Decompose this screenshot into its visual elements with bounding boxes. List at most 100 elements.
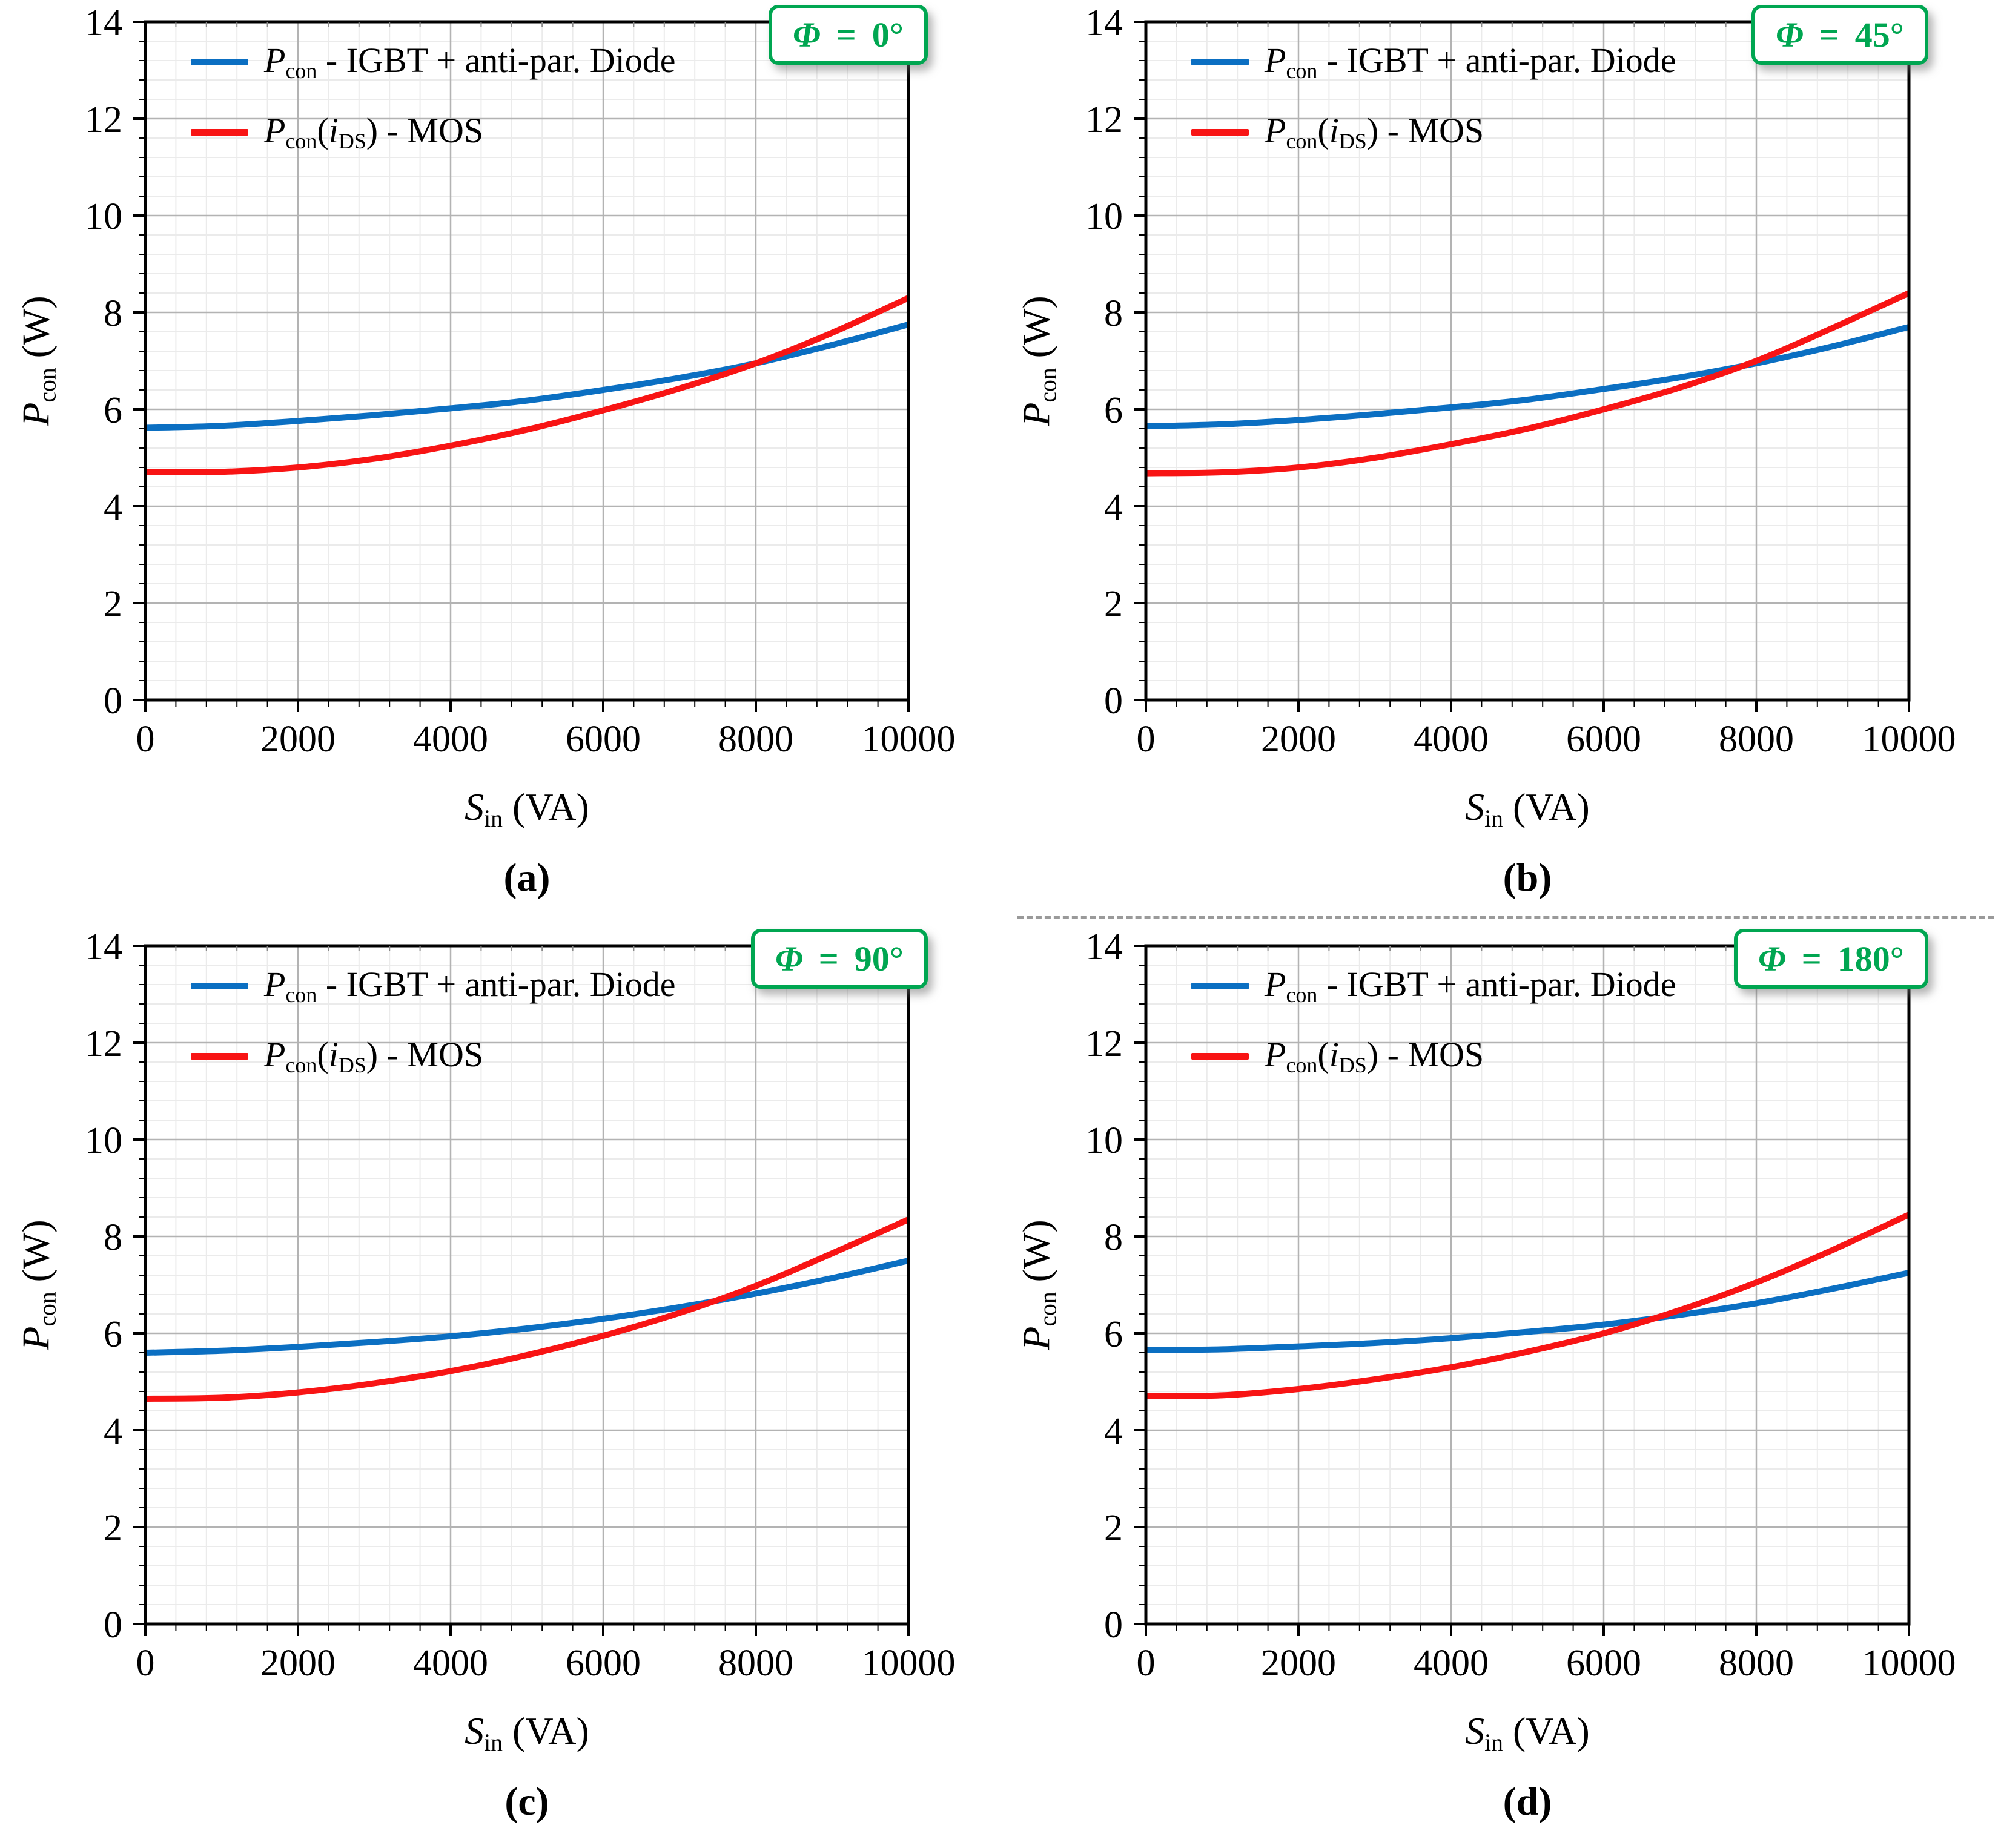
y-tick-label: 6 — [104, 390, 122, 431]
x-tick-label: 10000 — [1862, 1643, 1956, 1684]
y-axis-label: Pcon (W) — [13, 1219, 61, 1350]
y-tick-label: 14 — [85, 926, 122, 968]
label-text: P — [1014, 402, 1058, 426]
y-tick-label: 12 — [85, 1023, 122, 1064]
chart-panel-b: 0 2000 4000 6000 8000 10000 0 2 4 6 8 10 12 14 Pcon (W… — [1000, 0, 2001, 924]
panel-caption: (a) — [503, 856, 551, 900]
plot-border — [144, 944, 910, 1626]
phi-badge: Φ = 90° — [750, 929, 928, 989]
label-text: P — [14, 402, 58, 426]
plot-border — [1144, 20, 1911, 702]
minor-grid — [145, 946, 908, 1624]
legend-entry-mos: Pcon(iDS) - MOS — [1191, 110, 1676, 154]
label-text: i — [1329, 1035, 1339, 1075]
x-tick-label: 2000 — [1261, 1643, 1336, 1684]
major-grid — [145, 22, 908, 700]
mos-curve — [1146, 1212, 1909, 1399]
y-tick-label: 2 — [1104, 584, 1123, 625]
label-text: P — [264, 111, 286, 151]
subscript-text: in — [484, 1729, 503, 1757]
mos-line-swatch — [191, 1052, 248, 1060]
phi-value: 90° — [854, 939, 904, 978]
legend-entry-igbt: Pcon - IGBT + anti-par. Diode — [1191, 964, 1676, 1008]
y-tick-label: 10 — [1085, 196, 1123, 237]
label-text: - IGBT + anti-par. Diode — [1317, 965, 1676, 1004]
series-curves — [1146, 1212, 1909, 1399]
phi-badge: Φ = 0° — [768, 5, 928, 65]
label-text: P — [1265, 41, 1286, 80]
chart-plot-svg: 0 2000 4000 6000 8000 10000 0 2 4 6 8 10 12 14 — [85, 2, 956, 760]
label-text: S — [1465, 1709, 1485, 1752]
phi-badge: Φ = 45° — [1751, 5, 1928, 65]
x-tick-label: 10000 — [862, 719, 956, 760]
legend-label: Pcon(iDS) - MOS — [1265, 1034, 1484, 1078]
y-axis-label: Pcon (W) — [13, 295, 61, 426]
subscript-text: con — [34, 368, 61, 403]
equals-sign: = — [1801, 939, 1822, 978]
x-axis-label: Sin (VA) — [145, 1709, 908, 1757]
legend-label: Pcon - IGBT + anti-par. Diode — [264, 40, 676, 84]
igbt-line-swatch — [191, 982, 248, 989]
y-tick-label: 14 — [85, 2, 122, 44]
y-tick-label: 4 — [104, 1411, 122, 1452]
plot-border — [144, 20, 910, 702]
label-text: i — [328, 111, 339, 151]
x-tick-label: 2000 — [260, 719, 336, 760]
subscript-text: con — [1286, 129, 1318, 154]
chart-plot-svg: 0 2000 4000 6000 8000 10000 0 2 4 6 8 10 12 14 — [85, 926, 956, 1684]
subscript-text: in — [1484, 1729, 1504, 1757]
plot-legend: Pcon - IGBT + anti-par. Diode Pcon(iDS) -… — [191, 964, 676, 1078]
label-text: ( — [317, 1035, 329, 1075]
x-tick-label: 6000 — [1566, 1643, 1641, 1684]
label-text: (VA) — [503, 1709, 589, 1752]
chart-plot-svg: 0 2000 4000 6000 8000 10000 0 2 4 6 8 10 12 14 — [1085, 926, 1956, 1684]
axis-ticks — [133, 21, 910, 712]
major-grid — [1146, 22, 1909, 700]
y-tick-label: 2 — [104, 1508, 122, 1549]
subscript-text: con — [285, 129, 317, 154]
row-divider — [1017, 916, 1994, 919]
equals-sign: = — [818, 939, 839, 978]
x-tick-label: 10000 — [862, 1643, 956, 1684]
y-tick-label: 8 — [104, 293, 122, 334]
subscript-text: in — [1484, 805, 1504, 833]
x-tick-label: 2000 — [260, 1643, 336, 1684]
x-tick-label: 6000 — [1566, 719, 1641, 760]
major-grid — [145, 946, 908, 1624]
legend-entry-igbt: Pcon - IGBT + anti-par. Diode — [191, 964, 676, 1008]
label-text: - IGBT + anti-par. Diode — [1317, 41, 1676, 80]
x-tick-label: 8000 — [1719, 719, 1794, 760]
phi-badge: Φ = 180° — [1733, 929, 1928, 989]
subscript-text: DS — [338, 1053, 366, 1078]
phi-value: 180° — [1837, 939, 1904, 978]
legend-label: Pcon(iDS) - MOS — [264, 1034, 483, 1078]
phi-symbol: Φ — [1775, 15, 1804, 54]
label-text: ( — [317, 111, 329, 151]
label-text: P — [264, 41, 286, 80]
y-tick-label: 2 — [1104, 1508, 1123, 1549]
x-tick-label: 2000 — [1261, 719, 1336, 760]
mos-line-swatch — [1191, 1052, 1249, 1060]
y-tick-label: 12 — [1085, 1023, 1123, 1064]
subscript-text: con — [1286, 59, 1318, 84]
chart-panel-a: 0 2000 4000 6000 8000 10000 0 2 4 6 8 10 12 14 Pcon (W… — [0, 0, 1000, 924]
x-tick-label: 0 — [136, 719, 155, 760]
legend-entry-mos: Pcon(iDS) - MOS — [1191, 1034, 1676, 1078]
subscript-text: DS — [1338, 1053, 1367, 1078]
label-text: (W) — [14, 1219, 58, 1292]
y-tick-label: 6 — [1104, 1314, 1123, 1355]
y-tick-label: 4 — [104, 487, 122, 528]
label-text: (VA) — [503, 785, 589, 828]
x-tick-label: 0 — [1137, 1643, 1156, 1684]
y-tick-label: 10 — [85, 1120, 122, 1161]
major-grid — [1146, 946, 1909, 1624]
label-text: ) - MOS — [366, 1035, 484, 1075]
y-tick-label: 2 — [104, 584, 122, 625]
series-curves — [1146, 290, 1909, 477]
y-tick-label: 8 — [104, 1217, 122, 1258]
axis-ticks — [1134, 945, 1910, 1636]
mos-line-swatch — [1191, 128, 1249, 136]
subscript-text: con — [34, 1292, 61, 1327]
label-text: ) - MOS — [1366, 111, 1484, 151]
